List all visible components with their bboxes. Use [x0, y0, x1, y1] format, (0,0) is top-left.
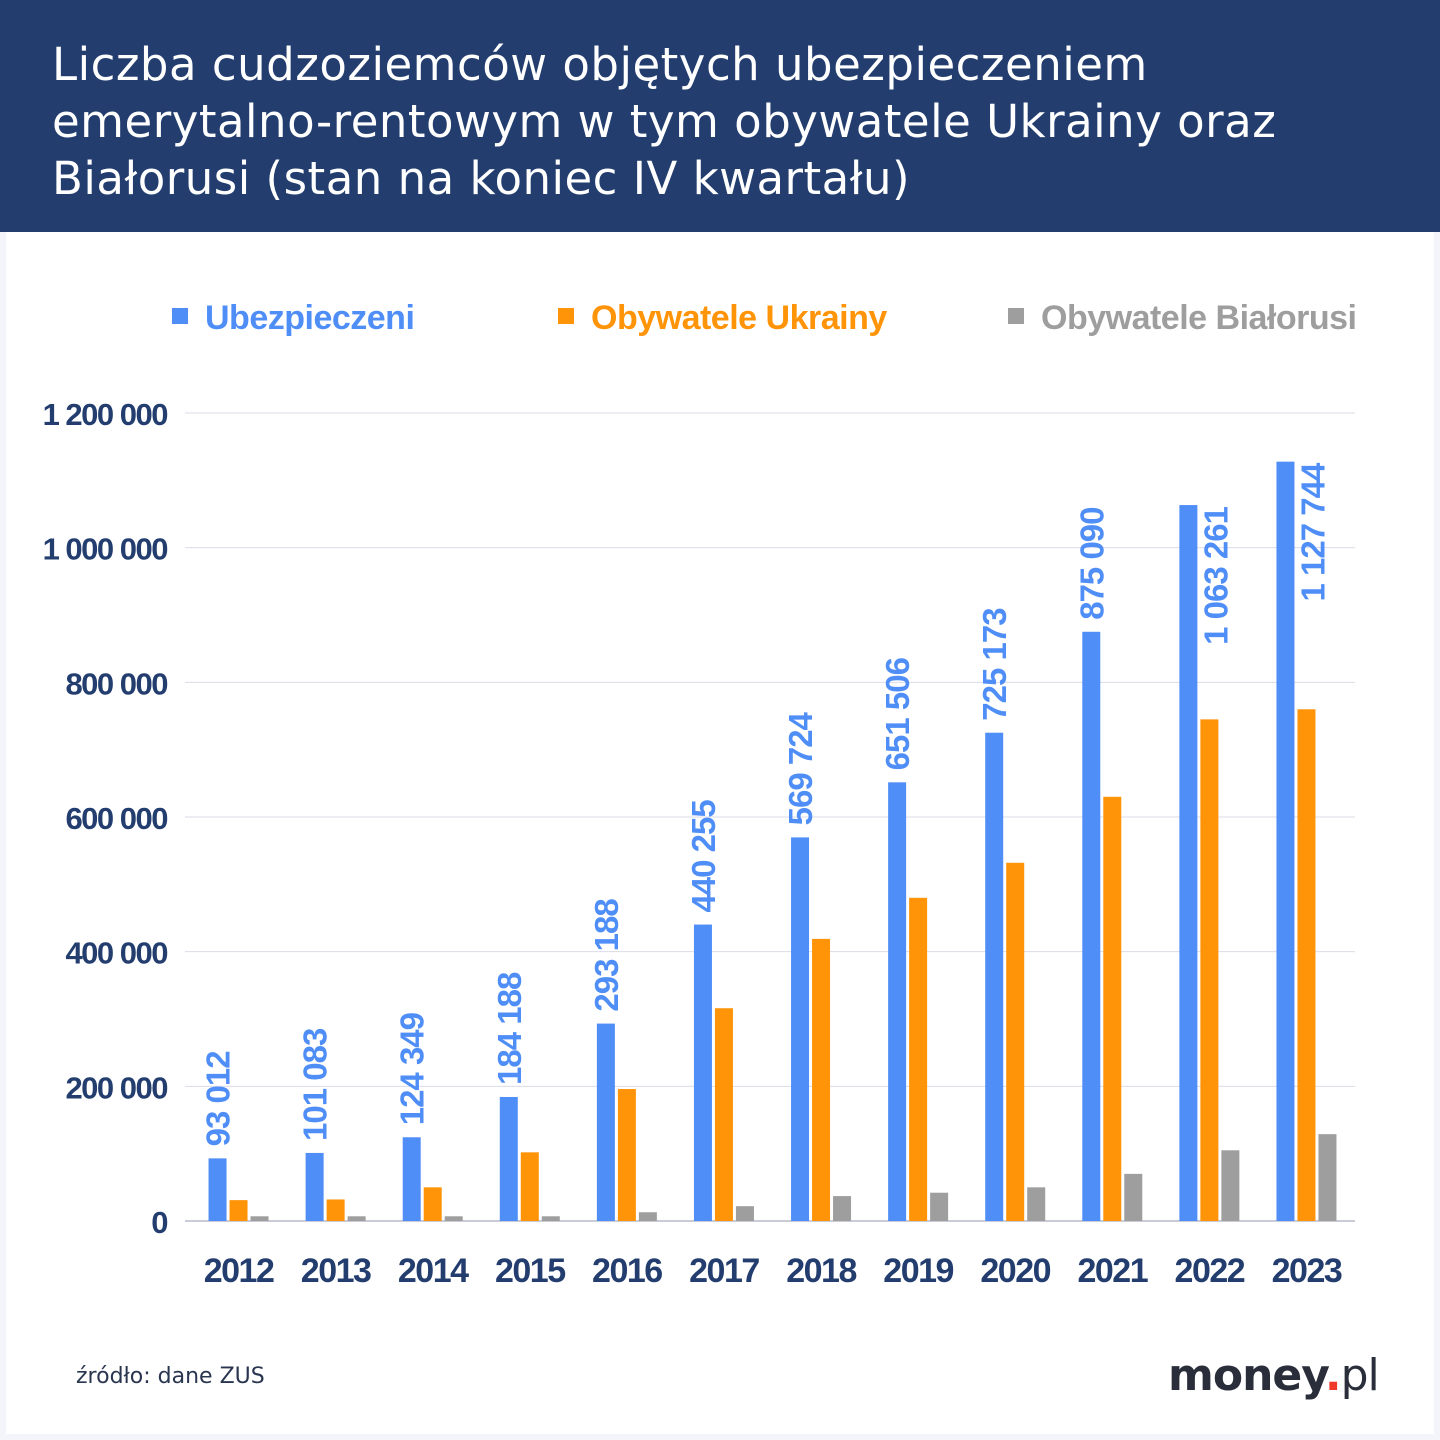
- bar-obywatele-ukrainy-2019: [909, 897, 928, 1221]
- bar-obywatele-białorusi-2014: [444, 1216, 463, 1221]
- x-tick-label: 2022: [1175, 1252, 1245, 1290]
- y-tick-label: 200 000: [65, 1070, 167, 1105]
- bar-obywatele-białorusi-2020: [1027, 1187, 1046, 1221]
- bar-obywatele-białorusi-2023: [1318, 1134, 1337, 1221]
- x-tick-label: 2020: [980, 1252, 1050, 1290]
- x-tick-label: 2023: [1272, 1252, 1342, 1290]
- bar-ubezpieczeni-2012: [208, 1158, 227, 1221]
- data-label: 293 188: [588, 899, 625, 1012]
- bar-obywatele-białorusi-2013: [347, 1216, 366, 1221]
- y-tick-label: 600 000: [65, 801, 167, 836]
- bar-ubezpieczeni-2020: [985, 732, 1004, 1221]
- logo-dot: .: [1324, 1350, 1342, 1401]
- logo-suffix: pl: [1340, 1350, 1380, 1401]
- data-label: 440 255: [685, 800, 722, 913]
- x-tick-label: 2016: [592, 1252, 662, 1290]
- bar-ubezpieczeni-2013: [305, 1152, 324, 1221]
- bar-ubezpieczeni-2023: [1276, 461, 1295, 1222]
- logo-main: money: [1168, 1350, 1326, 1401]
- bar-ubezpieczeni-2015: [499, 1096, 518, 1221]
- bar-obywatele-ukrainy-2020: [1006, 862, 1025, 1221]
- legend-swatch: [1008, 308, 1024, 324]
- bar-obywatele-białorusi-2016: [638, 1212, 657, 1221]
- bar-ubezpieczeni-2017: [693, 924, 712, 1221]
- bar-obywatele-ukrainy-2021: [1103, 796, 1122, 1221]
- legend-label: Obywatele Białorusi: [1041, 299, 1357, 337]
- bar-obywatele-ukrainy-2013: [326, 1199, 345, 1221]
- bar-obywatele-ukrainy-2022: [1200, 719, 1219, 1221]
- data-label: 93 012: [200, 1051, 237, 1147]
- x-tick-label: 2021: [1077, 1252, 1147, 1290]
- data-label: 725 173: [976, 608, 1013, 721]
- bar-obywatele-ukrainy-2016: [617, 1089, 636, 1221]
- data-label: 184 188: [491, 972, 528, 1085]
- bar-obywatele-białorusi-2021: [1124, 1173, 1143, 1221]
- bar-obywatele-ukrainy-2014: [423, 1187, 442, 1221]
- y-tick-label: 400 000: [65, 936, 167, 971]
- y-tick-label: 800 000: [65, 666, 167, 701]
- data-label: 569 724: [782, 711, 819, 825]
- x-tick-label: 2013: [301, 1252, 371, 1290]
- legend-swatch: [172, 308, 188, 324]
- x-tick-label: 2019: [883, 1252, 953, 1290]
- bar-obywatele-ukrainy-2015: [520, 1152, 539, 1221]
- bar-ubezpieczeni-2021: [1082, 631, 1101, 1221]
- bar-obywatele-białorusi-2022: [1221, 1150, 1240, 1221]
- bar-obywatele-białorusi-2019: [930, 1192, 949, 1221]
- data-label: 124 349: [394, 1012, 431, 1125]
- bar-ubezpieczeni-2022: [1179, 505, 1198, 1221]
- header-banner: Liczba cudzoziemców objętych ubezpieczen…: [0, 0, 1440, 232]
- x-tick-label: 2017: [689, 1252, 759, 1290]
- x-tick-label: 2014: [398, 1252, 469, 1290]
- bar-obywatele-białorusi-2015: [541, 1216, 560, 1221]
- chart-title: Liczba cudzoziemców objętych ubezpieczen…: [52, 38, 1277, 205]
- bar-obywatele-białorusi-2017: [735, 1206, 754, 1221]
- y-tick-label: 1 000 000: [43, 532, 168, 567]
- data-label: 1 063 261: [1197, 506, 1234, 644]
- legend-label: Ubezpieczeni: [205, 299, 414, 337]
- legend-swatch: [558, 308, 574, 324]
- y-tick-label: 0: [151, 1205, 167, 1240]
- legend-label: Obywatele Ukrainy: [591, 299, 887, 337]
- bar-obywatele-białorusi-2018: [833, 1196, 852, 1221]
- x-tick-label: 2018: [786, 1252, 856, 1290]
- bar-ubezpieczeni-2018: [791, 837, 810, 1221]
- data-label: 875 090: [1073, 507, 1110, 619]
- bar-obywatele-ukrainy-2017: [714, 1008, 733, 1221]
- source-note: źródło: dane ZUS: [76, 1364, 265, 1389]
- x-tick-label: 2012: [204, 1252, 274, 1290]
- bar-obywatele-ukrainy-2023: [1297, 709, 1316, 1221]
- bar-obywatele-ukrainy-2012: [229, 1200, 248, 1221]
- bar-ubezpieczeni-2014: [402, 1137, 421, 1221]
- x-tick-label: 2015: [495, 1252, 565, 1290]
- money-pl-logo: money.pl: [1168, 1350, 1380, 1401]
- data-label: 651 506: [879, 657, 916, 770]
- bar-obywatele-białorusi-2012: [250, 1216, 269, 1221]
- bar-ubezpieczeni-2019: [888, 782, 907, 1221]
- data-label: 101 083: [297, 1028, 334, 1141]
- bar-obywatele-ukrainy-2018: [812, 938, 831, 1221]
- y-tick-label: 1 200 000: [43, 397, 168, 432]
- bar-ubezpieczeni-2016: [596, 1023, 615, 1221]
- data-label: 1 127 744: [1294, 462, 1331, 601]
